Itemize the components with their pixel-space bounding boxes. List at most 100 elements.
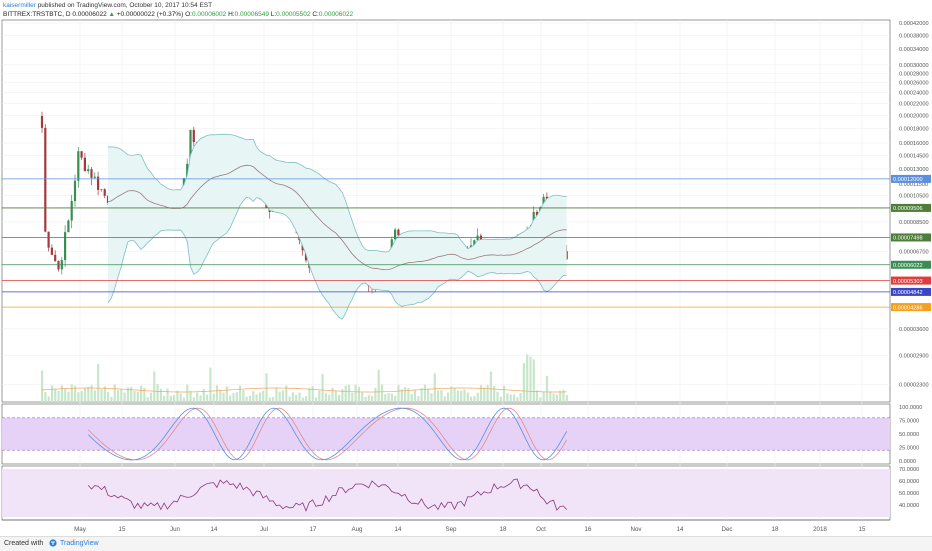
volume-bar xyxy=(526,354,529,402)
bollinger-lower xyxy=(107,196,567,320)
level-tag-label: 0.00006022 xyxy=(893,263,923,269)
volume-bar xyxy=(367,395,370,402)
level-tag-bg xyxy=(891,203,931,212)
footer-brand-link[interactable]: TradingView xyxy=(60,540,99,547)
volume-bar xyxy=(364,396,367,402)
volume-bar xyxy=(182,397,186,402)
volume-bar xyxy=(239,385,242,402)
low-value: 0.00005502 xyxy=(276,11,311,18)
volume-bar xyxy=(446,392,450,402)
volume-bar xyxy=(140,385,143,402)
candle-body xyxy=(394,229,397,240)
volume-bar xyxy=(437,390,440,402)
volume-bar xyxy=(255,394,258,402)
volume-bar xyxy=(301,397,304,402)
volume-bar xyxy=(314,397,318,402)
volume-bar xyxy=(100,389,103,402)
volume-bar xyxy=(483,387,486,402)
footer-created: Created with xyxy=(4,540,44,547)
volume-bar xyxy=(404,386,407,402)
level-tag-label: 0.00005303 xyxy=(893,279,923,285)
volume-bar xyxy=(54,388,57,402)
volume-bar xyxy=(516,397,519,402)
y-tick-label: 0.00008500 xyxy=(899,220,929,226)
volume-bar xyxy=(298,392,301,402)
x-tick-label: 14 xyxy=(395,526,402,533)
volume-bar xyxy=(126,387,129,402)
volume-bar xyxy=(235,392,238,402)
candle-body xyxy=(90,169,93,178)
volume-bar xyxy=(324,393,327,402)
volume-bar xyxy=(384,394,387,402)
volume-bar xyxy=(440,390,443,402)
candle-body xyxy=(87,169,90,172)
volume-bar xyxy=(410,394,413,402)
open-value: 0.00006002 xyxy=(191,11,227,18)
volume-bar xyxy=(57,391,60,402)
volume-bar xyxy=(347,384,351,402)
volume-bar xyxy=(295,394,298,402)
volume-bar xyxy=(90,385,93,402)
publisher-username[interactable]: kaisermiller xyxy=(3,2,36,9)
candle-body xyxy=(93,176,96,178)
volume-bar xyxy=(493,385,496,402)
bollinger-fill xyxy=(108,134,567,320)
volume-bar xyxy=(212,393,215,402)
volume-bar xyxy=(351,392,354,402)
volume-bar xyxy=(60,385,63,402)
candle-body xyxy=(80,151,83,158)
candle-body xyxy=(70,201,73,221)
rsi-y-tick: 70.0000 xyxy=(899,467,919,473)
volume-bar xyxy=(555,394,558,402)
candle-body xyxy=(47,231,50,248)
level-tag-label: 0.00012000 xyxy=(893,177,923,183)
x-tick-label: Dec xyxy=(721,526,732,533)
volume-bar xyxy=(153,371,156,402)
volume-bar xyxy=(225,386,228,402)
volume-bar xyxy=(377,369,380,402)
y-tick-label: 0.00034000 xyxy=(899,47,929,53)
y-tick-label: 0.00030000 xyxy=(899,63,929,69)
x-tick-label: Nov xyxy=(630,526,642,533)
x-tick-label: 14 xyxy=(211,526,218,533)
volume-bar xyxy=(265,373,268,402)
y-tick-label: 0.00002300 xyxy=(899,383,929,389)
volume-bar xyxy=(87,386,90,402)
candle-body xyxy=(397,229,400,236)
y-tick-label: 0.00006700 xyxy=(899,249,929,255)
volume-bar xyxy=(473,396,476,402)
rsi-y-tick: 50.0000 xyxy=(899,491,919,497)
volume-bar xyxy=(50,385,54,402)
volume-bar xyxy=(374,387,377,402)
candle-body xyxy=(57,261,60,270)
volume-bar xyxy=(380,384,384,402)
volume-bar xyxy=(562,390,565,402)
x-tick-label: Oct xyxy=(536,526,546,533)
volume-bar xyxy=(552,393,555,402)
level-tag-bg xyxy=(891,260,931,269)
volume-bar xyxy=(420,388,423,402)
close-label: C: xyxy=(312,11,319,18)
level-tag-label: 0.00009506 xyxy=(893,206,923,212)
volume-bar xyxy=(159,388,162,402)
volume-bar xyxy=(215,385,219,402)
open-label: O: xyxy=(185,11,192,18)
volume-bar xyxy=(232,393,235,402)
x-tick-label: 17 xyxy=(310,526,317,533)
price-chart[interactable]: May 15 Jun 14 Jul 17 Aug 14 Sep 18 Oct 16 Nov 14 Dec 18… xyxy=(0,0,932,536)
volume-bar xyxy=(123,392,126,402)
x-tick-label: 2018 xyxy=(813,526,827,533)
level-tag-label: 0.00004842 xyxy=(893,290,923,296)
volume-bar xyxy=(542,391,545,402)
close-value: 0.00006022 xyxy=(318,11,354,18)
y-tick-label: 0.00018000 xyxy=(899,126,929,132)
level-tag-bg xyxy=(891,303,931,312)
volume-bar xyxy=(169,395,172,402)
candle-body xyxy=(40,116,44,128)
y-tick-label: 0.00014500 xyxy=(899,153,929,159)
x-tick-label: 16 xyxy=(585,526,592,533)
y-tick-label: 0.00022000 xyxy=(899,101,929,107)
volume-bar xyxy=(338,394,341,402)
volume-bar xyxy=(522,363,525,402)
volume-bar xyxy=(559,390,562,402)
